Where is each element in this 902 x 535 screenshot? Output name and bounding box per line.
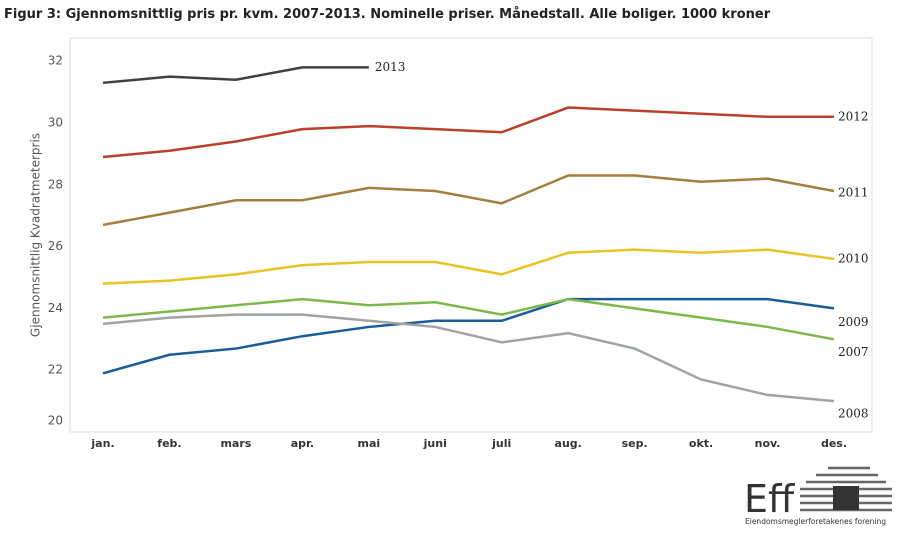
x-tick-label: aug.	[555, 437, 582, 450]
series-line	[102, 66, 369, 85]
x-tick-label: juni	[423, 437, 447, 450]
y-tick-label: 26	[48, 239, 63, 253]
plot-frame	[69, 37, 873, 433]
y-tick-label: 28	[48, 177, 63, 191]
x-tick-label: jan.	[90, 437, 114, 450]
series-label: 2008	[838, 407, 869, 421]
y-tick-label: 22	[48, 363, 63, 377]
x-tick-label: sep.	[622, 437, 648, 450]
x-tick-label: des.	[821, 437, 847, 450]
y-tick-label: 20	[48, 414, 63, 428]
series-line	[102, 297, 835, 341]
series-line	[102, 297, 835, 375]
series-line	[102, 248, 835, 285]
logo-mark: Eff	[744, 477, 795, 521]
series-line	[102, 106, 834, 159]
x-tick-label: apr.	[291, 437, 314, 450]
x-tick-label: mai	[357, 437, 380, 450]
y-tick-label: 30	[48, 115, 63, 129]
x-tick-label: nov.	[755, 437, 781, 450]
series-line	[102, 313, 835, 403]
series-label: 2009	[838, 315, 869, 329]
series-label: 2007	[838, 345, 869, 359]
y-tick-label: 24	[48, 301, 63, 315]
chart-title: Figur 3: Gjennomsnittlig pris pr. kvm. 2…	[4, 7, 771, 22]
x-tick-label: mars	[220, 437, 251, 450]
series-label: 2013	[375, 60, 406, 74]
y-axis-label: Gjennomsnittlig Kvadratmeterpris	[29, 133, 43, 337]
series-line	[102, 174, 835, 227]
series-label: 2010	[838, 251, 869, 265]
x-tick-label: okt.	[689, 437, 713, 450]
logo-name: Eiendomsmeglerforetakenes forening	[745, 517, 886, 526]
x-tick-label: feb.	[157, 437, 181, 450]
x-tick-label: juli	[491, 437, 511, 450]
logo-block	[833, 486, 859, 510]
y-tick-label: 32	[48, 54, 63, 68]
series-label: 2011	[838, 185, 869, 199]
logo: Eff Eiendomsmeglerforetakenes forening	[744, 466, 892, 526]
series-label: 2012	[838, 109, 869, 123]
